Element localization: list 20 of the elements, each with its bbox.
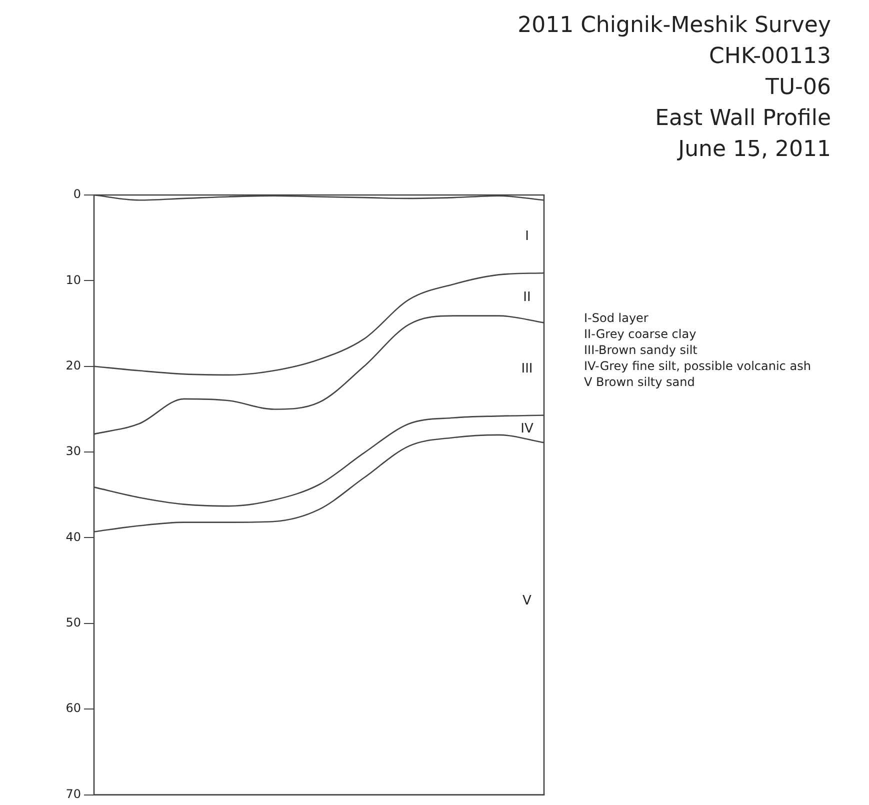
text: 2011 Chignik-Meshik Survey	[518, 12, 831, 40]
annotation: II	[523, 290, 531, 306]
y-tick-label: 20	[66, 358, 81, 372]
text: III-Brown sandy silt	[584, 342, 698, 358]
y-tick-label: 60	[66, 701, 81, 716]
annotation: IV	[520, 421, 534, 436]
text: I-Sod layer	[584, 310, 650, 326]
y-tick-label: 70	[66, 786, 81, 801]
text: V Brown silty sand	[584, 374, 696, 390]
y-tick-label: 30	[66, 444, 81, 458]
y-tick-label: 10	[66, 272, 81, 287]
y-tick-label: 50	[66, 616, 81, 630]
annotation: III	[521, 361, 533, 376]
annotation: V	[522, 593, 532, 608]
text: IV-Grey fine silt, possible volcanic ash	[584, 358, 811, 374]
text: CHK-00113 TU-06 East Wall Profile June 15, 2011	[654, 43, 831, 164]
annotation: I	[525, 228, 529, 244]
text: II-Grey coarse clay	[584, 326, 698, 342]
y-tick-label: 40	[66, 530, 81, 544]
y-tick-label: 0	[73, 187, 81, 202]
